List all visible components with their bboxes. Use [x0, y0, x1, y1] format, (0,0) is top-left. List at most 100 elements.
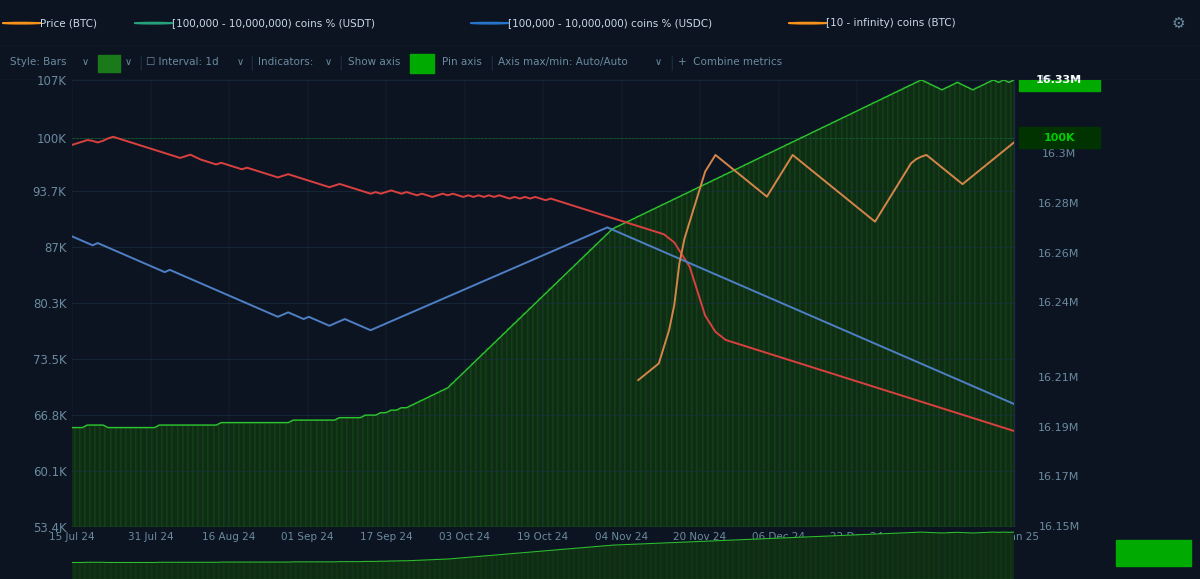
Bar [605, 234, 610, 527]
Bar [811, 132, 816, 527]
Bar [404, 560, 409, 579]
Bar [281, 423, 286, 527]
Bar [919, 80, 924, 527]
Bar [260, 423, 265, 527]
Text: +  Combine metrics: + Combine metrics [678, 57, 782, 67]
Bar [661, 204, 666, 527]
Bar [935, 87, 940, 527]
Text: |: | [670, 55, 674, 69]
Bar [600, 546, 605, 579]
Bar [630, 219, 636, 527]
Bar [456, 378, 461, 527]
Bar [991, 80, 996, 527]
Bar [955, 532, 960, 579]
Bar [641, 214, 646, 527]
Bar [270, 562, 275, 579]
Bar [389, 561, 394, 579]
Bar [250, 562, 254, 579]
Bar [347, 562, 353, 579]
Bar [564, 274, 569, 527]
Bar [384, 413, 389, 527]
Bar [1007, 82, 1012, 527]
Bar [764, 538, 769, 579]
Bar [652, 209, 656, 527]
Bar [754, 539, 760, 579]
Bar [610, 229, 616, 527]
Bar [589, 547, 594, 579]
Text: |: | [338, 55, 343, 69]
Bar [95, 425, 101, 527]
Bar [883, 97, 888, 527]
Bar [832, 536, 836, 579]
Bar [142, 427, 146, 527]
Bar [101, 425, 106, 527]
Bar [131, 563, 137, 579]
Bar [708, 541, 713, 579]
Bar [708, 182, 713, 527]
Bar [826, 124, 832, 527]
Bar [450, 559, 456, 579]
Bar [173, 562, 178, 579]
Text: 100K: 100K [1043, 133, 1075, 143]
Bar [275, 562, 281, 579]
Bar [384, 561, 389, 579]
Bar [589, 249, 594, 527]
Bar [872, 102, 877, 527]
Bar [522, 313, 528, 527]
Bar [991, 532, 996, 579]
Bar [955, 82, 960, 527]
Bar [142, 563, 146, 579]
Bar [410, 54, 434, 72]
Bar [739, 540, 744, 579]
Bar [151, 563, 157, 579]
Bar [908, 533, 913, 579]
Bar [919, 532, 924, 579]
Bar [470, 363, 476, 527]
Bar [672, 199, 677, 527]
Bar [847, 535, 852, 579]
Bar [440, 559, 445, 579]
Bar [188, 425, 193, 527]
Bar [775, 538, 780, 579]
Bar [826, 536, 832, 579]
Bar [229, 562, 234, 579]
Circle shape [788, 23, 827, 24]
Bar [115, 563, 121, 579]
Text: Show axis: Show axis [348, 57, 401, 67]
Bar [718, 177, 724, 527]
Bar [857, 535, 862, 579]
Bar [1001, 532, 1007, 579]
Bar [306, 420, 311, 527]
Bar [317, 420, 322, 527]
Bar [481, 353, 486, 527]
Bar [85, 425, 90, 527]
Bar [935, 533, 940, 579]
Bar [414, 403, 420, 527]
Bar [445, 388, 450, 527]
Bar [852, 112, 857, 527]
Bar [362, 562, 368, 579]
Bar [337, 417, 342, 527]
Bar [476, 358, 481, 527]
Bar [414, 560, 420, 579]
Bar [857, 109, 862, 527]
Bar [764, 155, 769, 527]
Bar [553, 550, 558, 579]
Bar [661, 543, 666, 579]
Circle shape [134, 23, 173, 24]
Bar [584, 254, 589, 527]
Bar [558, 278, 564, 527]
Bar [733, 169, 739, 527]
Bar [724, 174, 728, 527]
Bar [98, 54, 120, 71]
Bar [594, 244, 600, 527]
Bar [682, 194, 688, 527]
Bar [924, 532, 929, 579]
Bar [790, 142, 796, 527]
Bar [522, 552, 528, 579]
Bar [178, 562, 182, 579]
Text: [10 - infinity) coins (BTC): [10 - infinity) coins (BTC) [826, 18, 955, 28]
Bar [373, 562, 378, 579]
Bar [528, 552, 533, 579]
Bar [121, 563, 126, 579]
